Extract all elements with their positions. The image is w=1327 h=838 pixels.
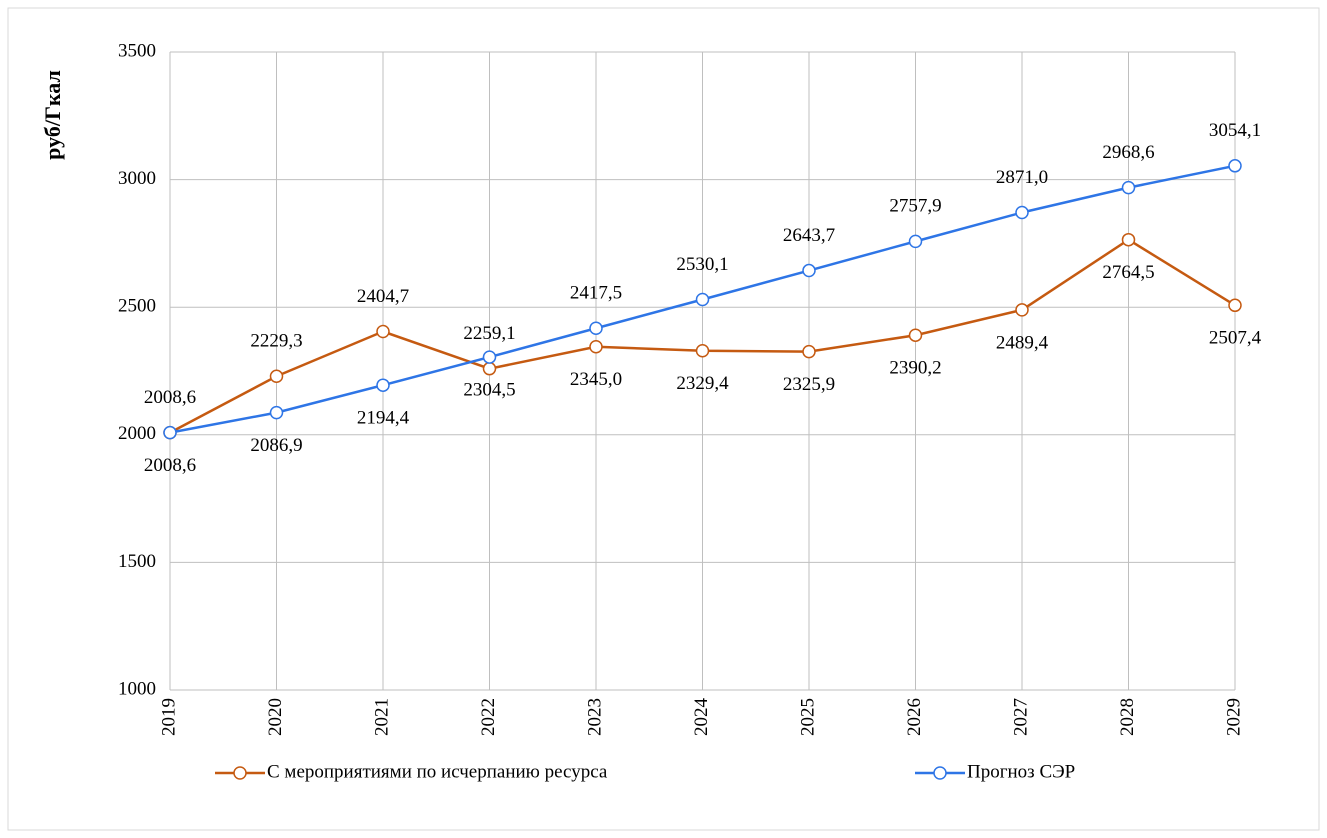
y-tick-label: 1000 — [118, 678, 156, 699]
x-tick-label: 2019 — [158, 698, 179, 736]
data-label: 2345,0 — [570, 369, 622, 390]
data-label: 2417,5 — [570, 283, 622, 304]
y-axis-title: руб/Гкал — [40, 70, 65, 160]
x-tick-label: 2024 — [691, 698, 712, 737]
data-label: 2871,0 — [996, 167, 1048, 188]
y-tick-label: 2500 — [118, 296, 156, 317]
data-label: 2194,4 — [357, 408, 410, 429]
legend-marker — [233, 766, 247, 780]
data-label: 2390,2 — [889, 358, 941, 379]
data-label: 2757,9 — [889, 196, 941, 217]
point — [695, 343, 710, 358]
y-tick-label: 1500 — [118, 551, 156, 572]
data-label: 2507,4 — [1209, 328, 1262, 349]
data-label: 2008,6 — [144, 455, 196, 476]
x-tick-label: 2026 — [904, 698, 925, 736]
x-tick-label: 2025 — [797, 698, 818, 736]
data-label: 2259,1 — [463, 323, 515, 344]
x-tick-label: 2023 — [584, 698, 605, 736]
point — [163, 425, 177, 440]
x-tick-label: 2020 — [265, 698, 286, 736]
data-label: 2404,7 — [357, 286, 409, 307]
data-label: 2325,9 — [783, 374, 835, 395]
point — [1121, 232, 1136, 247]
data-label: 2968,6 — [1102, 142, 1154, 163]
point — [269, 369, 284, 384]
x-tick-label: 2027 — [1010, 698, 1031, 736]
point — [376, 324, 390, 339]
point — [269, 405, 284, 420]
legend-marker — [933, 766, 947, 780]
data-label: 2489,4 — [996, 332, 1049, 353]
point — [589, 340, 603, 354]
point — [589, 321, 603, 336]
data-label: 3054,1 — [1209, 120, 1261, 141]
point — [1228, 298, 1242, 313]
point — [802, 263, 816, 278]
x-tick-label: 2029 — [1223, 698, 1244, 736]
point — [1121, 180, 1136, 195]
data-label: 2304,5 — [463, 379, 515, 400]
data-label: 2229,3 — [250, 331, 302, 352]
data-label: 2008,6 — [144, 387, 196, 408]
x-tick-label: 2022 — [478, 698, 499, 736]
point — [482, 361, 497, 376]
point — [908, 328, 923, 342]
x-tick-label: 2021 — [371, 698, 392, 736]
data-label: 2530,1 — [676, 254, 728, 275]
point — [1015, 205, 1029, 220]
chart-border — [7, 7, 1320, 831]
point — [376, 378, 390, 392]
point — [908, 234, 923, 249]
point — [1228, 159, 1242, 173]
data-label: 2086,9 — [250, 435, 302, 456]
legend-label: С мероприятиями по исчерпанию ресурса — [267, 761, 608, 782]
data-label: 2764,5 — [1102, 262, 1154, 283]
point — [802, 344, 816, 359]
y-tick-label: 3500 — [118, 40, 156, 61]
point — [482, 350, 497, 364]
y-tick-label: 2000 — [118, 423, 156, 444]
legend-label: Прогноз СЭР — [967, 761, 1075, 782]
data-label: 2643,7 — [783, 225, 835, 246]
data-label: 2329,4 — [676, 373, 729, 394]
point — [695, 292, 710, 307]
y-tick-label: 3000 — [118, 168, 156, 189]
point — [1015, 303, 1029, 317]
x-tick-label: 2028 — [1117, 698, 1138, 736]
